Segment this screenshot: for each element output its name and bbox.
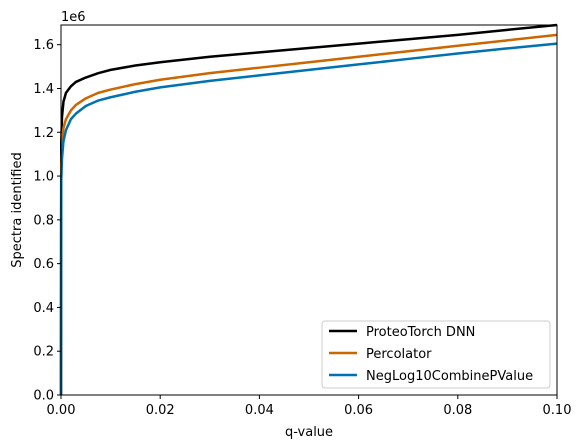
x-tick-label: 0.08 — [443, 403, 472, 418]
y-tick-label: 1.4 — [33, 82, 54, 97]
series-line-2 — [59, 42, 558, 396]
y-axis: 0.0 0.2 0.4 0.6 0.8 1.0 1.2 1.4 1.6 — [33, 38, 61, 404]
y-tick-label: 0.8 — [33, 213, 54, 228]
legend-label-2: NegLog10CombinePValue — [366, 369, 533, 384]
legend-label-1: Percolator — [366, 347, 432, 362]
x-tick-label: 0.04 — [245, 403, 274, 418]
y-tick-label: 1.2 — [33, 126, 54, 141]
x-tick-label: 0.02 — [146, 403, 175, 418]
x-axis: 0.00 0.02 0.04 0.06 0.08 0.10 — [47, 395, 572, 418]
plot-frame — [60, 24, 558, 396]
legend: ProteoTorch DNN Percolator NegLog10Combi… — [321, 320, 551, 389]
legend-box — [321, 320, 551, 389]
y-tick-label: 0.6 — [33, 257, 54, 272]
y-tick-label: 0.2 — [33, 345, 54, 360]
x-axis-label: q-value — [285, 425, 333, 440]
y-tick-label: 1.6 — [33, 38, 54, 53]
series-line-1 — [59, 33, 558, 396]
y-tick-label: 0.4 — [33, 301, 54, 316]
y-axis-label: Spectra identified — [10, 152, 25, 267]
series-layer — [59, 23, 558, 396]
legend-label-0: ProteoTorch DNN — [366, 325, 475, 340]
y-tick-label: 0.0 — [33, 389, 54, 404]
y-offset-label: 1e6 — [61, 10, 86, 25]
y-tick-label: 1.0 — [33, 170, 54, 185]
x-tick-label: 0.10 — [543, 403, 572, 418]
x-tick-label: 0.00 — [47, 403, 76, 418]
series-line-0 — [59, 23, 558, 396]
x-tick-label: 0.06 — [344, 403, 373, 418]
